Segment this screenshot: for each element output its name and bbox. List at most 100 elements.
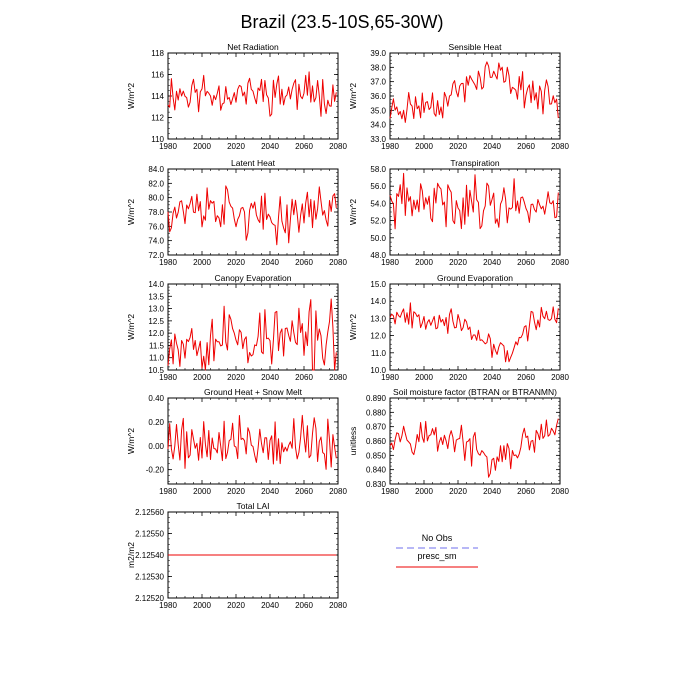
y-tick-label: 78.0 bbox=[148, 208, 164, 217]
y-tick-label: 11.0 bbox=[371, 349, 387, 358]
y-axis-label: W/m^2 bbox=[126, 314, 136, 340]
y-tick-label: 14.0 bbox=[148, 280, 164, 289]
series-line-presc-sm bbox=[167, 414, 337, 470]
x-tick-label: 2020 bbox=[227, 373, 245, 382]
x-tick-label: 2080 bbox=[329, 601, 347, 610]
y-tick-label: 0.00 bbox=[148, 442, 164, 451]
x-tick-label: 2060 bbox=[517, 373, 535, 382]
y-tick-label: 72.0 bbox=[148, 251, 164, 260]
y-tick-label: 15.0 bbox=[370, 280, 386, 289]
panel-title: Transpiration bbox=[450, 158, 500, 168]
x-tick-label: 2040 bbox=[261, 487, 279, 496]
panel-total-lai: Total LAI m2/m2 1980 2000 2020 2040 2060 2080 2.… bbox=[126, 501, 347, 610]
x-tick-label: 2060 bbox=[517, 142, 535, 151]
plot-frame bbox=[167, 52, 339, 140]
y-tick-label: 0.40 bbox=[148, 394, 164, 403]
y-axis-label: W/m^2 bbox=[348, 314, 358, 340]
x-tick-label: 2080 bbox=[551, 258, 569, 267]
y-tick-label: 2.12540 bbox=[135, 551, 164, 560]
x-tick-label: 2000 bbox=[415, 373, 433, 382]
x-tick-label: 2080 bbox=[329, 142, 347, 151]
x-tick-label: 1980 bbox=[159, 601, 177, 610]
panel-canopy-evaporation: Canopy Evaporation W/m^2 1980 2000 2020 2040 2… bbox=[126, 273, 347, 382]
y-tick-label: 13.0 bbox=[148, 305, 164, 314]
series-line-presc-sm bbox=[167, 298, 337, 371]
y-tick-label: 2.12520 bbox=[135, 594, 164, 603]
x-tick-label: 2060 bbox=[295, 373, 313, 382]
y-axis-label: W/m^2 bbox=[126, 83, 136, 109]
y-axis-label: W/m^2 bbox=[348, 83, 358, 109]
y-tick-label: -0.20 bbox=[146, 466, 165, 475]
y-tick-label: 0.20 bbox=[148, 418, 164, 427]
y-tick-label: 58.0 bbox=[370, 165, 386, 174]
x-tick-label: 1980 bbox=[159, 258, 177, 267]
panel-title: Ground Heat + Snow Melt bbox=[204, 387, 303, 397]
panel-title: Canopy Evaporation bbox=[214, 273, 291, 283]
x-tick-label: 2000 bbox=[193, 487, 211, 496]
x-tick-label: 2020 bbox=[227, 142, 245, 151]
y-tick-label: 0.830 bbox=[366, 480, 387, 489]
y-tick-label: 33.0 bbox=[370, 135, 386, 144]
y-tick-label: 12.0 bbox=[370, 332, 386, 341]
y-tick-label: 11.0 bbox=[149, 354, 165, 363]
x-tick-label: 1980 bbox=[381, 373, 399, 382]
panel-title: Sensible Heat bbox=[449, 42, 503, 52]
legend-label-no-obs: No Obs bbox=[422, 533, 453, 543]
y-axis-label: unitless bbox=[348, 427, 358, 456]
y-tick-label: 2.12550 bbox=[135, 530, 164, 539]
x-tick-label: 2080 bbox=[551, 487, 569, 496]
y-tick-label: 37.0 bbox=[370, 78, 386, 87]
series-line-presc-sm bbox=[389, 172, 559, 230]
x-tick-label: 2020 bbox=[449, 258, 467, 267]
x-tick-label: 2080 bbox=[329, 258, 347, 267]
x-tick-label: 2040 bbox=[483, 373, 501, 382]
x-tick-label: 2060 bbox=[295, 258, 313, 267]
panel-title: Ground Evaporation bbox=[437, 273, 513, 283]
series-line-presc-sm bbox=[389, 61, 559, 123]
y-tick-label: 114 bbox=[151, 92, 164, 101]
y-tick-label: 13.0 bbox=[370, 314, 386, 323]
y-tick-label: 52.0 bbox=[370, 217, 386, 226]
series-line-presc-sm bbox=[167, 71, 337, 117]
series-line-presc-sm bbox=[167, 185, 337, 246]
x-tick-label: 2000 bbox=[193, 373, 211, 382]
y-tick-label: 76.0 bbox=[148, 222, 164, 231]
y-tick-label: 14.0 bbox=[370, 297, 386, 306]
y-tick-label: 0.860 bbox=[366, 437, 387, 446]
x-tick-label: 2000 bbox=[193, 601, 211, 610]
panel-latent-heat: Latent Heat W/m^2 1980 2000 2020 2040 2060 2080… bbox=[126, 158, 347, 267]
x-tick-label: 2040 bbox=[483, 142, 501, 151]
y-tick-label: 0.890 bbox=[366, 394, 387, 403]
y-tick-label: 0.840 bbox=[366, 466, 387, 475]
x-tick-label: 2020 bbox=[449, 373, 467, 382]
legend: No Obs presc_sm bbox=[396, 533, 478, 568]
panel-title: Latent Heat bbox=[231, 158, 276, 168]
x-tick-label: 2000 bbox=[415, 258, 433, 267]
x-tick-label: 2040 bbox=[261, 373, 279, 382]
panel-title: Net Radiation bbox=[227, 42, 279, 52]
x-tick-label: 2040 bbox=[483, 258, 501, 267]
y-tick-label: 36.0 bbox=[370, 92, 386, 101]
y-axis-label: W/m^2 bbox=[348, 199, 358, 225]
y-tick-label: 112 bbox=[151, 114, 164, 123]
y-tick-label: 10.0 bbox=[370, 366, 386, 375]
y-tick-label: 54.0 bbox=[370, 199, 386, 208]
x-tick-label: 2020 bbox=[449, 487, 467, 496]
x-tick-label: 2060 bbox=[295, 487, 313, 496]
x-tick-label: 2040 bbox=[483, 487, 501, 496]
y-tick-label: 38.0 bbox=[370, 63, 386, 72]
x-tick-label: 2080 bbox=[551, 142, 569, 151]
x-tick-label: 2080 bbox=[551, 373, 569, 382]
panels: Net Radiation W/m^2 1980 2000 2020 2040 2060 20… bbox=[126, 42, 569, 610]
x-tick-label: 1980 bbox=[381, 487, 399, 496]
plot-frame bbox=[389, 283, 561, 371]
x-tick-label: 2040 bbox=[261, 142, 279, 151]
y-axis-label: W/m^2 bbox=[126, 428, 136, 454]
y-tick-label: 50.0 bbox=[370, 234, 386, 243]
y-axis-label: W/m^2 bbox=[126, 199, 136, 225]
panel-transpiration: Transpiration W/m^2 1980 2000 2020 2040 2060 20… bbox=[348, 158, 569, 267]
x-tick-label: 2000 bbox=[415, 487, 433, 496]
panel-title: Soil moisture factor (BTRAN or BTRANMN) bbox=[393, 387, 557, 397]
y-tick-label: 110 bbox=[151, 135, 164, 144]
